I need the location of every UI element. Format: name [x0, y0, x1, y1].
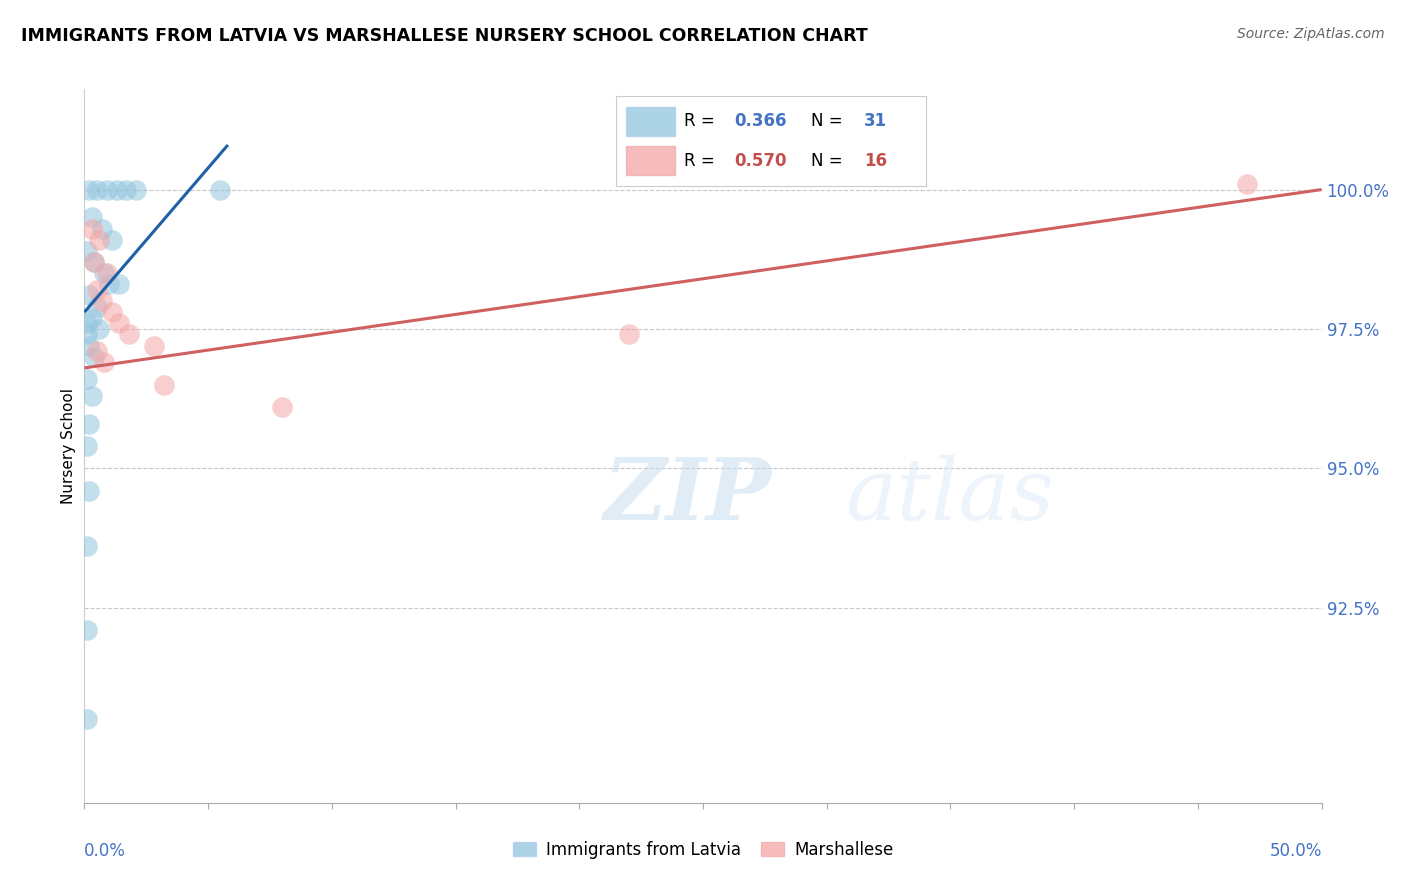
- Point: [209, 182, 232, 196]
- Point: [90, 221, 112, 235]
- Point: [76, 372, 98, 386]
- Point: [80, 211, 103, 225]
- Text: Source: ZipAtlas.com: Source: ZipAtlas.com: [1237, 27, 1385, 41]
- Point: [76, 327, 98, 342]
- Point: [79, 338, 101, 352]
- Point: [79, 483, 101, 498]
- Point: [108, 317, 131, 331]
- Y-axis label: Nursery School: Nursery School: [60, 388, 76, 504]
- Point: [100, 233, 122, 247]
- Point: [89, 233, 111, 247]
- Point: [79, 288, 101, 302]
- Point: [105, 182, 128, 196]
- Point: [80, 389, 103, 403]
- Point: [83, 255, 105, 269]
- Point: [152, 377, 174, 392]
- Point: [142, 338, 165, 352]
- Point: [86, 182, 108, 196]
- Point: [86, 300, 108, 314]
- Legend: Immigrants from Latvia, Marshallese: Immigrants from Latvia, Marshallese: [506, 835, 900, 866]
- Point: [271, 400, 294, 414]
- Point: [115, 182, 138, 196]
- Point: [118, 327, 141, 342]
- Text: atlas: atlas: [845, 455, 1054, 537]
- Point: [1236, 177, 1258, 191]
- Point: [125, 182, 148, 196]
- Point: [76, 317, 98, 331]
- Point: [83, 350, 105, 364]
- Text: 0.0%: 0.0%: [84, 842, 127, 860]
- Point: [89, 322, 111, 336]
- Point: [76, 623, 98, 637]
- Point: [80, 310, 103, 325]
- Point: [96, 266, 118, 280]
- Point: [79, 417, 101, 431]
- Point: [108, 277, 131, 292]
- Point: [93, 355, 115, 369]
- Text: ZIP: ZIP: [605, 454, 772, 538]
- Point: [86, 283, 108, 297]
- Point: [90, 293, 112, 308]
- Point: [100, 305, 122, 319]
- Point: [76, 439, 98, 453]
- Point: [98, 277, 121, 292]
- Point: [76, 712, 98, 726]
- Point: [80, 221, 103, 235]
- Point: [96, 182, 118, 196]
- Point: [76, 540, 98, 554]
- Point: [76, 244, 98, 258]
- Point: [83, 255, 105, 269]
- Point: [86, 344, 108, 359]
- Point: [93, 266, 115, 280]
- Text: IMMIGRANTS FROM LATVIA VS MARSHALLESE NURSERY SCHOOL CORRELATION CHART: IMMIGRANTS FROM LATVIA VS MARSHALLESE NU…: [21, 27, 868, 45]
- Point: [79, 182, 101, 196]
- Point: [617, 327, 640, 342]
- Text: 50.0%: 50.0%: [1270, 842, 1322, 860]
